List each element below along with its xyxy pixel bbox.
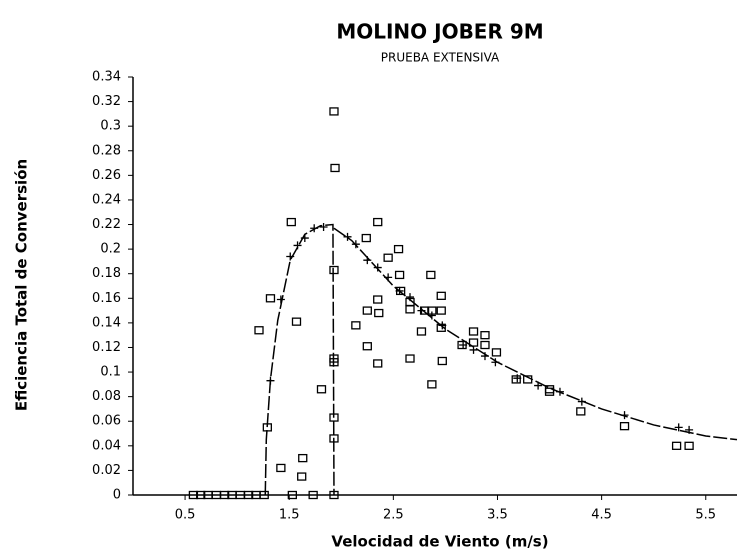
square-point [426,270,436,280]
y-tick-label: 0.08 [92,389,121,404]
square-point [254,326,264,335]
square-point [480,340,490,350]
y-tick-label: 0.1 [100,365,121,380]
square-point [416,327,427,336]
square-point [298,453,308,463]
square-point [286,217,296,227]
x-tick-label: 0.5 [175,508,196,523]
square-point [619,422,630,431]
square-point [351,321,361,330]
square-point [373,359,383,368]
square-point [373,217,383,227]
square-point [362,306,372,315]
square-point [671,441,682,450]
square-point [436,323,446,332]
y-tick-label: 0.04 [92,438,121,453]
x-axis-label: Velocidad de Viento (m/s) [331,533,548,551]
x-tick-label: 2.5 [383,508,404,523]
y-tick-label: 0.22 [92,217,121,232]
plus-point [438,321,447,330]
y-tick-label: 0.2 [100,242,121,257]
square-point [436,306,446,315]
x-tick-label: 4.5 [591,508,612,523]
y-tick-label: 0.06 [92,414,121,429]
y-tick-label: 0.28 [92,143,121,158]
square-point [297,472,307,481]
y-tick-label: 0.18 [92,266,121,281]
square-point [308,490,318,500]
y-tick-label: 0.24 [92,192,121,207]
square-point [361,233,371,243]
square-point [362,342,372,351]
square-point [436,291,446,300]
square-point [243,490,254,500]
y-tick-label: 0.32 [92,94,121,109]
square-point [329,265,339,275]
square-point [374,308,384,318]
y-tick-label: 0.16 [92,291,121,306]
square-point [196,490,206,500]
square-point [491,348,502,357]
square-point [188,490,199,500]
x-tick-label: 5.5 [695,508,716,523]
y-tick-label: 0.02 [92,463,121,478]
square-point [576,407,586,416]
y-tick-label: 0.14 [92,315,121,330]
square-point [291,317,302,326]
y-tick-label: 0.34 [92,70,121,85]
square-point [511,375,521,384]
square-point [405,305,415,314]
square-point [276,463,286,473]
y-tick-label: 0.26 [92,168,121,183]
plus-point [513,374,522,383]
plus-point [469,345,478,354]
plus-point [373,263,382,272]
y-tick-label: 0.3 [100,119,121,134]
square-point [393,244,404,254]
plus-point [343,232,352,241]
y-axis-label: Eficiencia Total de Conversión [13,159,31,411]
plus-point [459,341,468,350]
square-point [427,380,437,389]
fit-curve [264,223,738,496]
square-point [383,253,393,262]
chart-subtitle: PRUEBA EXTENSIVA [381,51,500,65]
x-tick-label: 3.5 [487,508,508,523]
plus-point [674,423,683,432]
square-point [394,270,405,280]
plus-point [319,222,328,231]
square-point [480,331,490,340]
square-point [287,490,297,500]
square-point [219,490,230,500]
x-tick-label: 1.5 [279,508,300,523]
square-point [544,387,555,396]
square-point [405,354,415,363]
square-point [265,294,276,303]
y-tick-label: 0 [113,488,121,503]
square-point [373,295,383,304]
square-point [330,163,340,173]
square-point [259,490,269,500]
square-point [684,441,694,450]
square-point [316,385,327,394]
chart-title: MOLINO JOBER 9M [336,20,543,44]
y-tick-label: 0.12 [92,340,121,355]
square-point [468,327,479,336]
square-point [329,107,339,116]
square-point [437,356,447,366]
